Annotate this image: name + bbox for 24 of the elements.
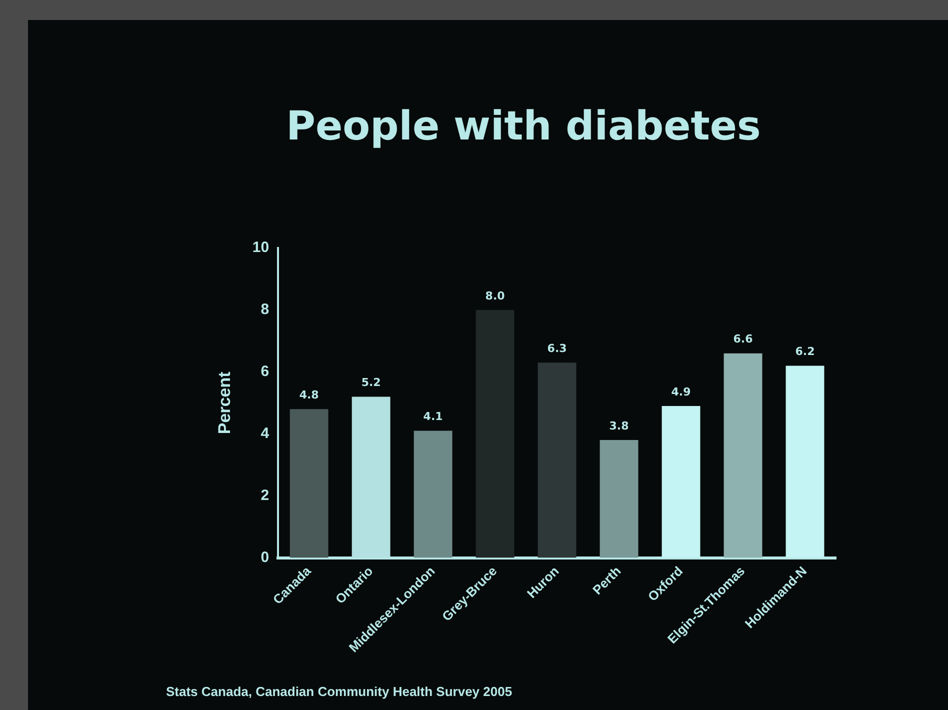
data-label: 6.6 bbox=[733, 332, 754, 346]
y-tick-label: 2 bbox=[260, 486, 270, 504]
data-label: 4.1 bbox=[423, 410, 443, 424]
text: Stats Canada, Canadian Community Health Survey 2005 bbox=[166, 684, 512, 699]
y-tick-label: 10 bbox=[252, 239, 270, 256]
y-tick-label: 8 bbox=[260, 301, 270, 318]
chart-title: People with diabetes bbox=[286, 103, 761, 150]
y-tick-label: 6 bbox=[260, 363, 270, 380]
bar bbox=[724, 353, 762, 558]
bar bbox=[476, 310, 514, 558]
data-label: 4.9 bbox=[671, 385, 691, 398]
bar bbox=[600, 440, 638, 558]
data-label: 6.2 bbox=[795, 345, 815, 358]
data-label: 3.8 bbox=[609, 419, 629, 432]
bar bbox=[290, 409, 328, 558]
y-tick-label: 0 bbox=[260, 548, 270, 566]
y-tick-label: 4 bbox=[260, 425, 270, 442]
bar bbox=[538, 362, 576, 558]
data-label: 6.3 bbox=[547, 342, 567, 355]
data-label: 5.2 bbox=[361, 376, 381, 390]
bar bbox=[414, 430, 452, 558]
data-label: 8.0 bbox=[485, 289, 506, 302]
data-label: 4.8 bbox=[299, 388, 319, 402]
y-axis-title: Percent bbox=[214, 371, 234, 434]
